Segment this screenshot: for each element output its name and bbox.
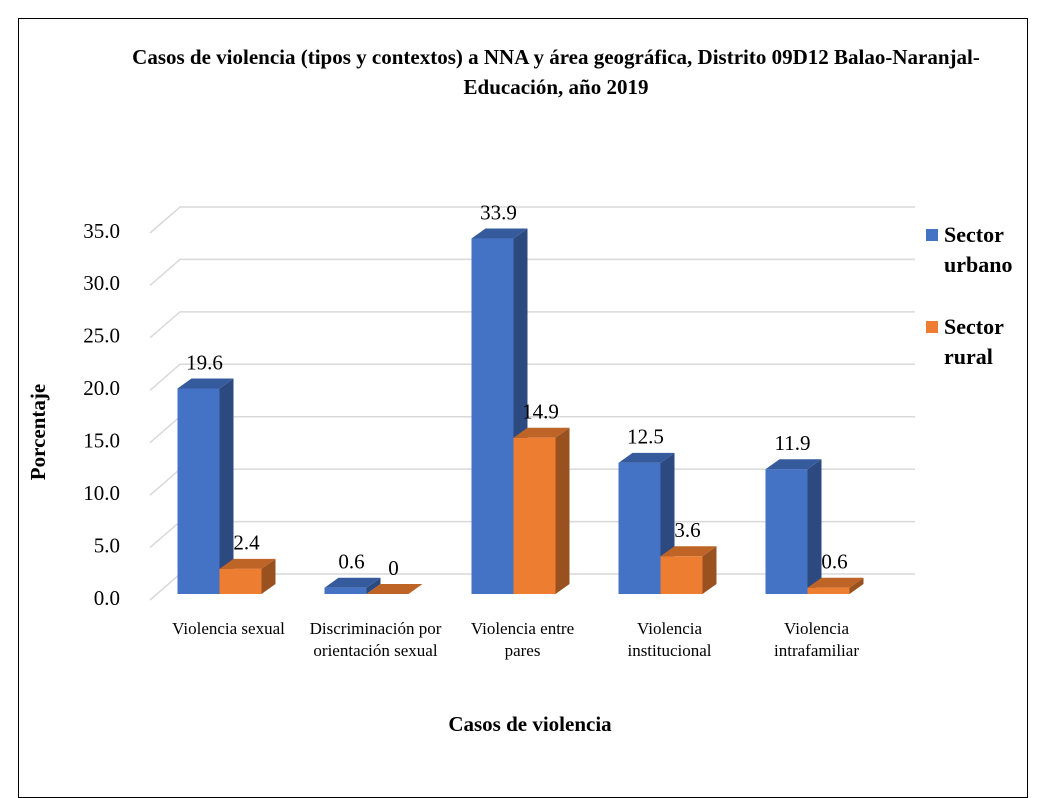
x-tick-label: Violencia institucional	[627, 619, 712, 660]
bar	[513, 437, 556, 594]
legend-swatch	[926, 229, 938, 241]
x-tick-label: Discriminación por orientación sexual	[309, 619, 442, 660]
y-tick-label: 15.0	[83, 429, 120, 453]
bar	[618, 462, 661, 594]
bar	[807, 587, 850, 594]
bar-top	[219, 558, 276, 569]
y-tick-label: 30.0	[83, 271, 120, 295]
chart-title: Casos de violencia (tipos y contextos) a…	[132, 45, 980, 99]
bar	[177, 388, 220, 594]
bar	[660, 556, 703, 594]
x-axis-title: Casos de violencia	[448, 712, 612, 736]
bar-top	[324, 577, 381, 588]
bar-top	[471, 228, 528, 239]
bar-top	[513, 427, 570, 438]
data-label: 2.4	[233, 531, 260, 555]
bar-top	[807, 577, 864, 588]
y-tick-label: 0.0	[94, 586, 120, 610]
bar	[324, 587, 367, 594]
grid-line	[149, 311, 915, 339]
data-label: 33.9	[480, 200, 517, 224]
bar-side	[849, 577, 864, 594]
y-tick-label: 35.0	[83, 219, 120, 243]
y-tick-label: 25.0	[83, 324, 120, 348]
x-tick-label: Violencia entre pares	[470, 619, 575, 660]
grid-line	[149, 363, 915, 391]
legend-label: Sector urbano	[944, 222, 1013, 277]
bar-side	[219, 378, 234, 594]
bar-top	[660, 546, 717, 557]
bar	[765, 469, 808, 594]
bar	[471, 238, 514, 594]
bar-top	[618, 452, 675, 463]
data-label: 11.9	[775, 431, 811, 455]
legend-swatch	[926, 321, 938, 333]
bar-side	[261, 558, 276, 594]
bar-side	[807, 459, 822, 594]
bar-side	[366, 577, 381, 594]
data-label: 0.6	[821, 550, 847, 574]
y-tick-label: 5.0	[94, 533, 120, 557]
data-label: 12.5	[627, 425, 664, 449]
bar	[219, 568, 262, 594]
grid-line	[149, 258, 915, 286]
y-axis-title: Porcentaje	[26, 384, 50, 480]
data-label: 3.6	[674, 518, 700, 542]
data-label: 14.9	[522, 400, 559, 424]
bar-top	[366, 584, 423, 594]
y-tick-label: 20.0	[83, 376, 120, 400]
bar-top	[765, 459, 822, 470]
data-label: 0	[388, 556, 399, 580]
legend-label: Sector rural	[944, 314, 1004, 369]
data-label: 19.6	[186, 350, 223, 374]
grid-line	[149, 206, 915, 234]
data-label: 0.6	[338, 550, 364, 574]
bar-side	[555, 427, 570, 594]
x-tick-label: Violencia intrafamiliar	[774, 619, 859, 660]
x-tick-label: Violencia sexual	[172, 619, 285, 638]
bar-top	[177, 378, 234, 389]
bar-side	[702, 546, 717, 594]
y-tick-label: 10.0	[83, 481, 120, 505]
